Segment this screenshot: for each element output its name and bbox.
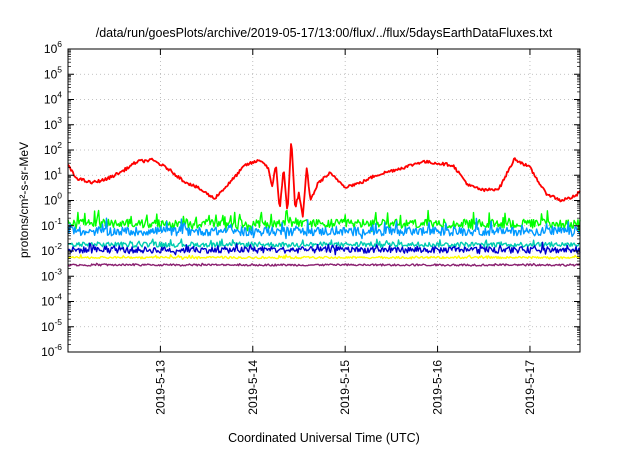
grid-layer (68, 49, 580, 352)
y-tick-label: 105 (44, 64, 62, 81)
y-tick-label: 10-3 (41, 266, 62, 283)
y-tick-label: 10-4 (41, 292, 62, 309)
x-tick-label: 2019-5-14 (246, 360, 260, 415)
chart-title: /data/run/goesPlots/archive/2019-05-17/1… (96, 26, 553, 40)
series-line (67, 238, 581, 248)
series-line (67, 262, 581, 267)
y-tick-label: 102 (44, 140, 62, 157)
x-tick-label: 2019-5-16 (431, 360, 445, 415)
y-axis-ticks: 10-6 10-5 10-4 10-3 10-2 10-1 100 101 102 103 104 1… (41, 39, 580, 359)
series-layer (67, 143, 581, 267)
x-tick-label: 2019-5-13 (153, 360, 167, 415)
y-tick-label: 103 (44, 115, 62, 132)
series-line (67, 241, 581, 256)
y-tick-label: 106 (44, 39, 62, 56)
y-tick-label: 10-1 (41, 216, 62, 233)
y-tick-label: 100 (44, 191, 62, 208)
series-line (67, 209, 581, 233)
y-tick-label: 101 (44, 165, 62, 182)
y-axis-label: protons/cm²-s-sr-MeV (17, 142, 31, 258)
x-axis-label: Coordinated Universal Time (UTC) (228, 431, 420, 445)
series-line (67, 143, 581, 218)
series-line (67, 217, 581, 240)
x-axis-ticks: 2019-5-13 2019-5-14 2019-5-15 2019-5-16 2019… (153, 49, 537, 415)
y-tick-label: 10-5 (41, 317, 62, 334)
x-tick-label: 2019-5-17 (523, 360, 537, 415)
y-tick-label: 104 (44, 90, 62, 107)
series-line (67, 254, 581, 260)
y-tick-label: 10-2 (41, 241, 62, 258)
x-tick-label: 2019-5-15 (338, 360, 352, 415)
y-tick-label: 10-6 (41, 342, 62, 359)
